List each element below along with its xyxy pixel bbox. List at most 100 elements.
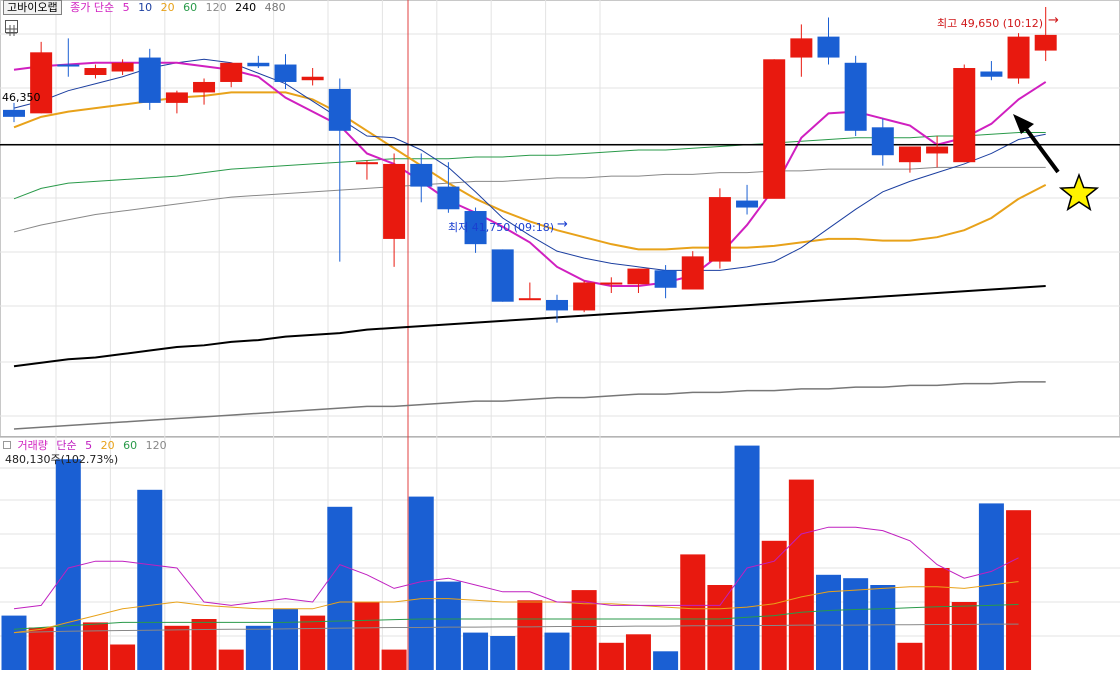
volume-ma20-label: 20 xyxy=(100,439,115,452)
volume-bar xyxy=(300,615,326,670)
ma10-line xyxy=(13,58,1046,271)
candle-body xyxy=(573,282,596,311)
candle-body xyxy=(600,282,623,285)
low-arrow-icon: → xyxy=(557,217,568,232)
volume-ma5-label: 5 xyxy=(85,439,93,452)
volume-bar xyxy=(978,503,1004,670)
volume-bar xyxy=(924,568,950,670)
volume-bar xyxy=(82,622,108,670)
candle-body xyxy=(491,249,514,302)
stock-name[interactable]: 고바이오랩 xyxy=(3,0,62,15)
candle-body xyxy=(3,109,25,117)
candle-body xyxy=(165,92,188,103)
volume-bar xyxy=(761,540,787,670)
volume-bar xyxy=(870,585,896,670)
volume-bar xyxy=(680,554,706,670)
volume-bar xyxy=(218,649,244,670)
pointer-arrowhead-icon xyxy=(1013,114,1034,134)
volume-bar xyxy=(273,608,298,670)
volume-current-value: 480,130주(102.73%) xyxy=(5,453,119,466)
volume-bar xyxy=(544,632,570,670)
candle-body xyxy=(817,36,840,58)
candle-body xyxy=(193,81,216,93)
high-annotation: 최고 49,650 (10:12) xyxy=(937,17,1044,30)
volume-legend: 거래량 단순 5 20 60 120 xyxy=(3,439,172,453)
volume-bar xyxy=(517,600,543,670)
candle-body xyxy=(437,186,460,210)
volume-bar xyxy=(245,625,271,670)
volume-bar xyxy=(897,642,923,670)
volume-bar xyxy=(137,489,163,670)
ma240-label: 240 xyxy=(235,1,257,14)
candle-body xyxy=(980,71,1003,77)
volume-bar xyxy=(327,506,353,670)
candle-body xyxy=(1034,34,1057,51)
candle-body xyxy=(220,62,243,82)
volume-bar xyxy=(435,581,461,670)
candle-body xyxy=(926,146,949,154)
volume-bar xyxy=(788,479,814,670)
volume-ma-type: 단순 xyxy=(56,439,77,452)
candle-body xyxy=(871,127,894,156)
candle-body xyxy=(464,211,487,245)
ma-type-label: 종가 단순 xyxy=(70,1,115,14)
grid-glyph xyxy=(6,25,17,36)
ma5-label: 5 xyxy=(122,1,130,14)
candle-body xyxy=(736,200,759,208)
candle-body xyxy=(953,68,976,163)
volume-bar xyxy=(55,459,81,670)
volume-bar xyxy=(598,642,624,670)
volume-bar xyxy=(816,574,841,670)
candle-body xyxy=(274,64,297,82)
volume-bar xyxy=(490,636,516,670)
candle-body xyxy=(111,62,134,72)
volume-bar xyxy=(951,602,977,670)
volume-bar xyxy=(653,651,679,670)
candle-body xyxy=(30,52,53,114)
candle-body xyxy=(844,62,867,131)
volume-bar xyxy=(1006,510,1032,670)
candle-body xyxy=(247,62,270,67)
volume-ma20-line xyxy=(13,581,1019,634)
volume-bar xyxy=(164,625,190,670)
volume-bar xyxy=(463,632,489,670)
volume-bar xyxy=(843,578,869,670)
pointer-arrow-icon xyxy=(1022,124,1060,174)
ma20-label: 20 xyxy=(160,1,175,14)
candle-body xyxy=(518,298,541,301)
candle-body xyxy=(546,299,568,311)
volume-title: 거래량 xyxy=(17,439,48,452)
candle-body xyxy=(383,163,406,239)
candle-body xyxy=(898,146,921,163)
candle-body xyxy=(138,57,161,103)
candle-body xyxy=(708,197,731,262)
volume-legend-box-icon xyxy=(3,441,11,449)
grid-settings-icon[interactable] xyxy=(5,20,18,36)
volume-bar xyxy=(734,445,760,670)
volume-bar xyxy=(28,627,54,670)
candle-body xyxy=(410,163,433,187)
candle-body xyxy=(328,88,351,131)
candle-body xyxy=(654,270,677,288)
volume-bar xyxy=(1,615,27,670)
candle-body xyxy=(763,59,786,199)
ma120-line xyxy=(13,166,1046,233)
volume-bar xyxy=(381,649,407,670)
volume-bar xyxy=(354,602,380,670)
volume-bar xyxy=(191,619,217,670)
ma10-label: 10 xyxy=(138,1,153,14)
candle-body xyxy=(681,256,704,290)
price-legend: 고바이오랩 종가 단순 5 10 20 60 120 240 480 xyxy=(3,0,291,15)
volume-bar xyxy=(707,585,733,670)
volume-ma5-line xyxy=(13,526,1019,610)
ma480-line xyxy=(13,381,1046,430)
candle-body xyxy=(355,162,378,165)
ma60-label: 60 xyxy=(183,1,198,14)
high-arrow-icon: → xyxy=(1048,13,1059,28)
candle-body xyxy=(790,38,813,58)
volume-ma60-label: 60 xyxy=(123,439,138,452)
ma120-label: 120 xyxy=(205,1,227,14)
low-annotation: 최저 41,750 (09:18) xyxy=(448,221,555,234)
ma480-label: 480 xyxy=(264,1,286,14)
